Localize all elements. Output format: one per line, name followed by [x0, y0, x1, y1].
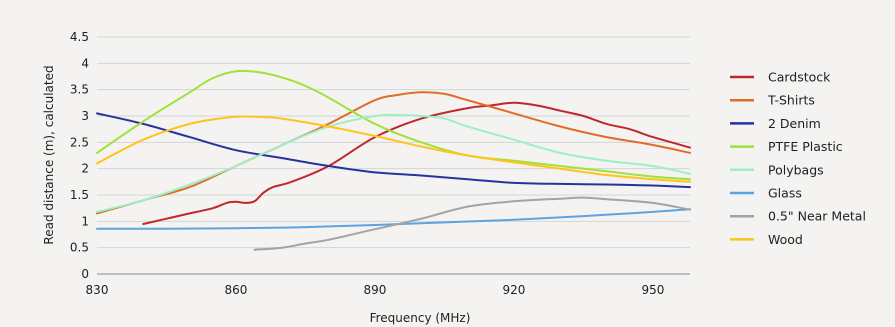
legend-label: 2 Denim [768, 116, 821, 131]
legend-label: Cardstock [768, 70, 831, 85]
gridlines [97, 36, 690, 275]
series-line [96, 69, 691, 181]
axes: 0 0.5 1 1.5 2 2.5 3 3.5 4 4.5 830 860 890 920 950 [70, 30, 664, 297]
series-line [96, 112, 691, 189]
y-axis-title: Read distance (m), calculated [42, 65, 56, 244]
y-tick-label: 4 [81, 56, 89, 70]
series-line [253, 196, 691, 251]
x-tick-label: 830 [86, 283, 109, 297]
y-tick-label: 0 [81, 267, 89, 281]
y-tick-label: 4.5 [70, 30, 89, 44]
y-tick-label: 1.5 [70, 188, 89, 202]
legend-label: Glass [768, 186, 802, 201]
x-tick-label: 950 [641, 283, 664, 297]
x-tick-label: 860 [225, 283, 248, 297]
series-line [96, 208, 691, 230]
legend-label: PTFE Plastic [768, 139, 843, 154]
legend-label: Wood [768, 232, 803, 247]
series-line [142, 101, 691, 225]
x-axis-title: Frequency (MHz) [370, 311, 471, 325]
legend-label: 0.5" Near Metal [768, 209, 866, 224]
series-line [96, 113, 691, 213]
series-line [96, 91, 691, 215]
y-tick-label: 3 [81, 109, 89, 123]
y-tick-label: 1 [81, 214, 89, 228]
series-lines [96, 69, 691, 251]
y-tick-label: 3.5 [70, 83, 89, 97]
legend: Cardstock T-Shirts 2 Denim PTFE Plastic Poly… [730, 70, 866, 247]
y-tick-label: 2 [81, 162, 89, 176]
y-tick-label: 0.5 [70, 241, 89, 255]
y-tick-label: 2.5 [70, 135, 89, 149]
legend-label: Polybags [768, 162, 824, 177]
x-tick-label: 920 [503, 283, 526, 297]
x-tick-label: 890 [364, 283, 387, 297]
series-line [96, 115, 691, 183]
legend-label: T-Shirts [767, 93, 815, 108]
